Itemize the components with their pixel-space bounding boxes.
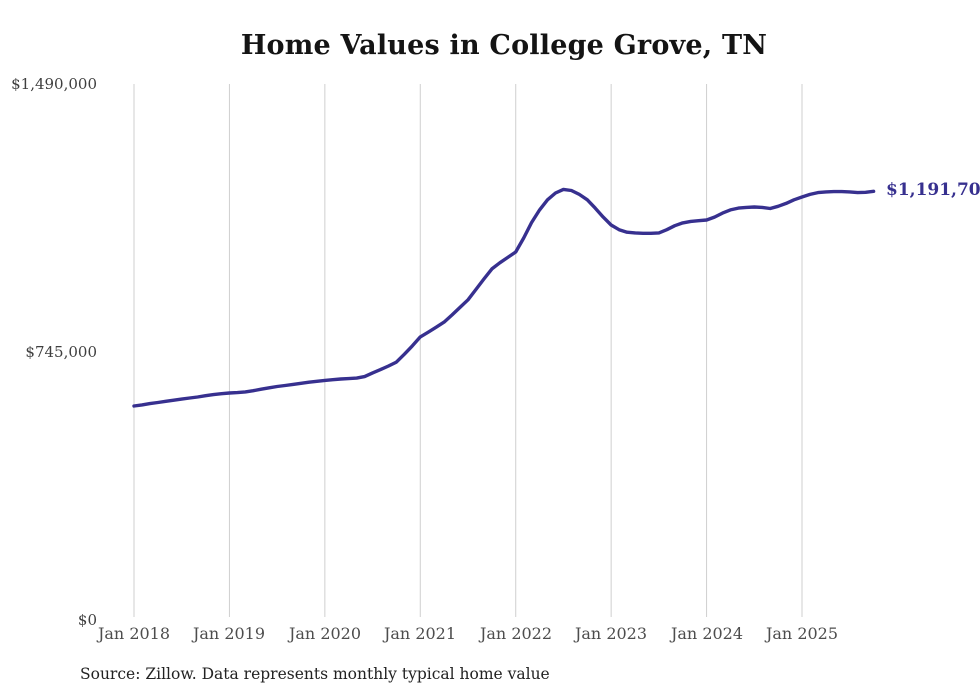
x-tick-label-2018: Jan 2018 — [97, 624, 171, 643]
y-tick-label-zero: $0 — [77, 611, 97, 629]
x-tick-label-2020: Jan 2020 — [288, 624, 362, 643]
latest-value-label: $1,191,707 — [886, 180, 980, 200]
y-tick-label-middle: $745,000 — [25, 343, 97, 361]
x-tick-label-2023: Jan 2023 — [574, 624, 648, 643]
x-tick-label-2024: Jan 2024 — [670, 624, 744, 643]
home-value-series-line — [132, 187, 876, 408]
x-tick-label-2022: Jan 2022 — [479, 624, 553, 643]
x-tick-label-2021: Jan 2021 — [383, 624, 457, 643]
x-tick-label-2025: Jan 2025 — [765, 624, 839, 643]
x-tick-label-2019: Jan 2019 — [192, 624, 266, 643]
source-note: Source: Zillow. Data represents monthly … — [80, 665, 550, 683]
chart-title: Home Values in College Grove, TN — [240, 30, 768, 61]
y-tick-label-top: $1,490,000 — [11, 75, 97, 93]
